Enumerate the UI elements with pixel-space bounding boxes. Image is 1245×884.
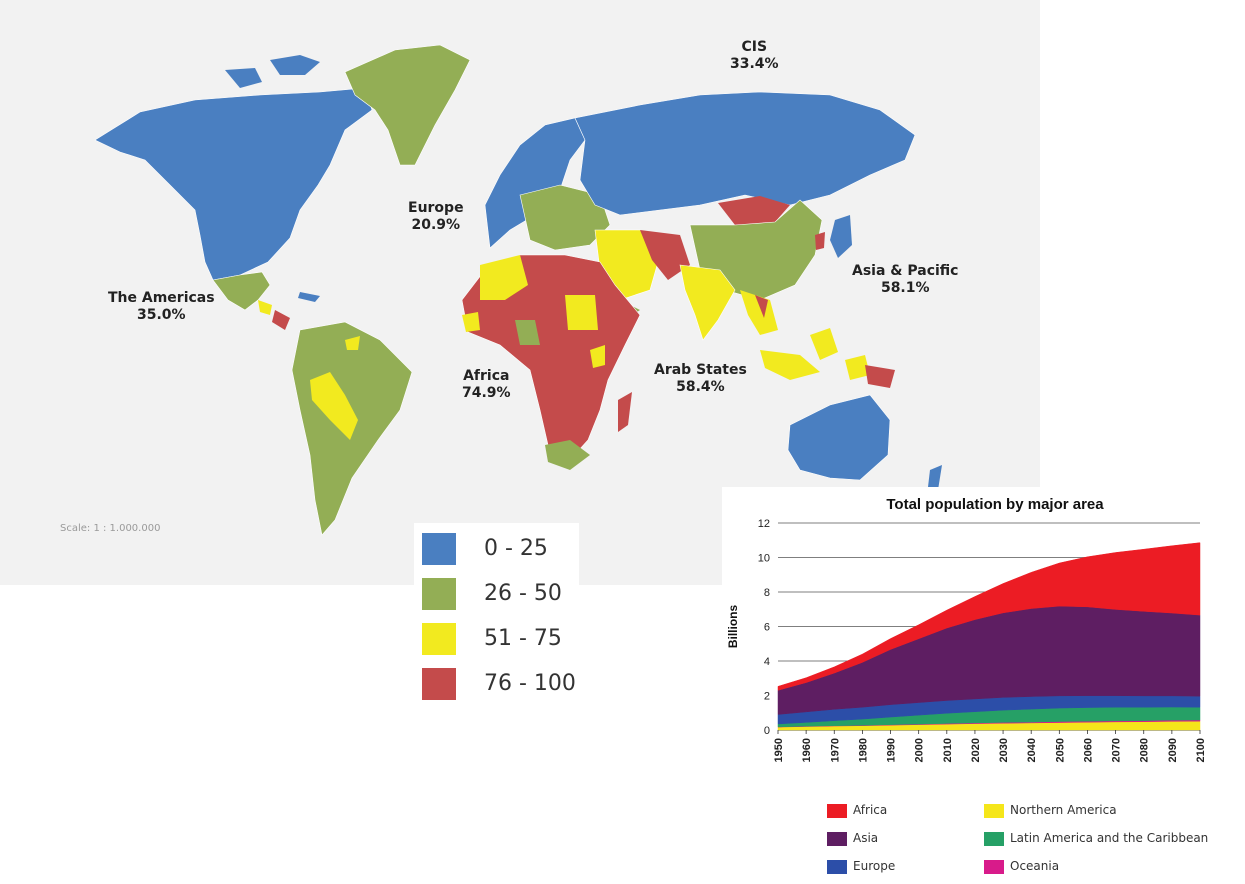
x-tick-label: 2020	[970, 738, 982, 762]
chart-legend-swatch	[827, 860, 847, 874]
legend-item: 0 - 25	[422, 533, 582, 567]
region-label-cis: CIS 33.4%	[730, 39, 779, 73]
x-tick-label: 2030	[998, 738, 1010, 762]
legend-swatch	[422, 623, 456, 655]
region-name: Asia & Pacific	[852, 263, 959, 279]
greenland-region	[344, 44, 471, 166]
scale-text: Scale: 1 : 1.000.000	[60, 523, 161, 534]
world-map	[94, 44, 942, 536]
region-value: 58.1%	[880, 280, 930, 296]
chart-legend-swatch	[827, 804, 847, 818]
x-tick-label: 2090	[1167, 738, 1179, 762]
chart-legend-swatch	[984, 832, 1004, 846]
legend-swatch	[422, 533, 456, 565]
chart-legend-swatch	[984, 804, 1004, 818]
x-tick-label: 1990	[886, 738, 898, 762]
x-tick-label: 2060	[1082, 738, 1094, 762]
x-tick-label: 2040	[1026, 738, 1038, 762]
legend-item: 76 - 100	[422, 668, 582, 702]
area-africa	[777, 542, 1201, 691]
legend-swatch	[422, 578, 456, 610]
legend-label: 0 - 25	[484, 536, 548, 561]
x-tick-label: 2100	[1195, 738, 1207, 762]
chart-legend-label: Latin America and the Caribbean	[1010, 831, 1209, 845]
chart-legend-label: Northern America	[1010, 803, 1117, 817]
chart-legend-label: Africa	[853, 803, 888, 817]
y-tick-label: 12	[758, 518, 770, 530]
region-name: The Americas	[108, 290, 215, 306]
australia-region	[787, 394, 891, 481]
north-america-region	[94, 87, 373, 281]
europe-region	[484, 117, 586, 249]
x-tick-label: 1970	[829, 738, 841, 762]
x-tick-label: 1980	[857, 738, 869, 762]
x-tick-label: 2070	[1111, 738, 1123, 762]
region-label-asia-pacific: Asia & Pacific 58.1%	[852, 263, 958, 297]
region-label-europe: Europe 20.9%	[408, 200, 464, 234]
y-tick-label: 0	[764, 725, 770, 737]
x-tick-label: 1960	[801, 738, 813, 762]
y-axis-label: Billions	[726, 605, 740, 649]
cis-region	[574, 91, 916, 216]
region-name: Europe	[408, 200, 464, 216]
legend-item: 51 - 75	[422, 623, 582, 657]
x-tick-label: 2010	[942, 738, 954, 762]
y-tick-label: 2	[764, 691, 770, 703]
y-tick-label: 10	[758, 553, 770, 565]
region-label-americas: The Americas 35.0%	[108, 290, 215, 324]
region-value: 58.4%	[676, 379, 725, 395]
legend-item: 26 - 50	[422, 578, 582, 612]
legend-label: 51 - 75	[484, 626, 562, 651]
chart-legend-label: Europe	[853, 859, 896, 873]
chart-legend-label: Asia	[853, 831, 879, 845]
region-label-africa: Africa 74.9%	[462, 368, 511, 402]
legend-swatch	[422, 668, 456, 700]
region-value: 74.9%	[462, 385, 511, 401]
chart-title: Total population by major area	[886, 496, 1104, 513]
region-name: CIS	[741, 39, 768, 55]
region-name: Arab States	[654, 362, 747, 378]
population-chart-panel: Total population by major area 0 2 4 6 8 10 12 B…	[722, 487, 1245, 884]
x-tick-label: 2080	[1139, 738, 1151, 762]
region-value: 20.9%	[411, 217, 461, 233]
region-value: 35.0%	[137, 307, 186, 323]
x-tick-label: 2000	[914, 738, 926, 762]
region-label-arab-states: Arab States 58.4%	[654, 362, 747, 396]
region-name: Africa	[463, 368, 510, 384]
region-value: 33.4%	[730, 56, 779, 72]
chart-legend-swatch	[984, 860, 1004, 874]
chart-legend-swatch	[827, 832, 847, 846]
world-map-panel: CIS 33.4% Europe 20.9% The Americas 35.0…	[0, 0, 1040, 585]
x-tick-label: 2050	[1054, 738, 1066, 762]
chart-legend-label: Oceania	[1010, 859, 1060, 873]
legend-label: 76 - 100	[484, 671, 576, 696]
y-tick-label: 6	[764, 622, 770, 634]
x-tick-label: 1950	[773, 738, 785, 762]
y-tick-label: 8	[764, 587, 770, 599]
population-area-chart: Total population by major area 0 2 4 6 8 10 12 B…	[726, 496, 1207, 762]
y-tick-label: 4	[764, 656, 770, 668]
map-legend: 0 - 25 26 - 50 51 - 75 76 - 100	[414, 523, 579, 703]
legend-label: 26 - 50	[484, 581, 562, 606]
